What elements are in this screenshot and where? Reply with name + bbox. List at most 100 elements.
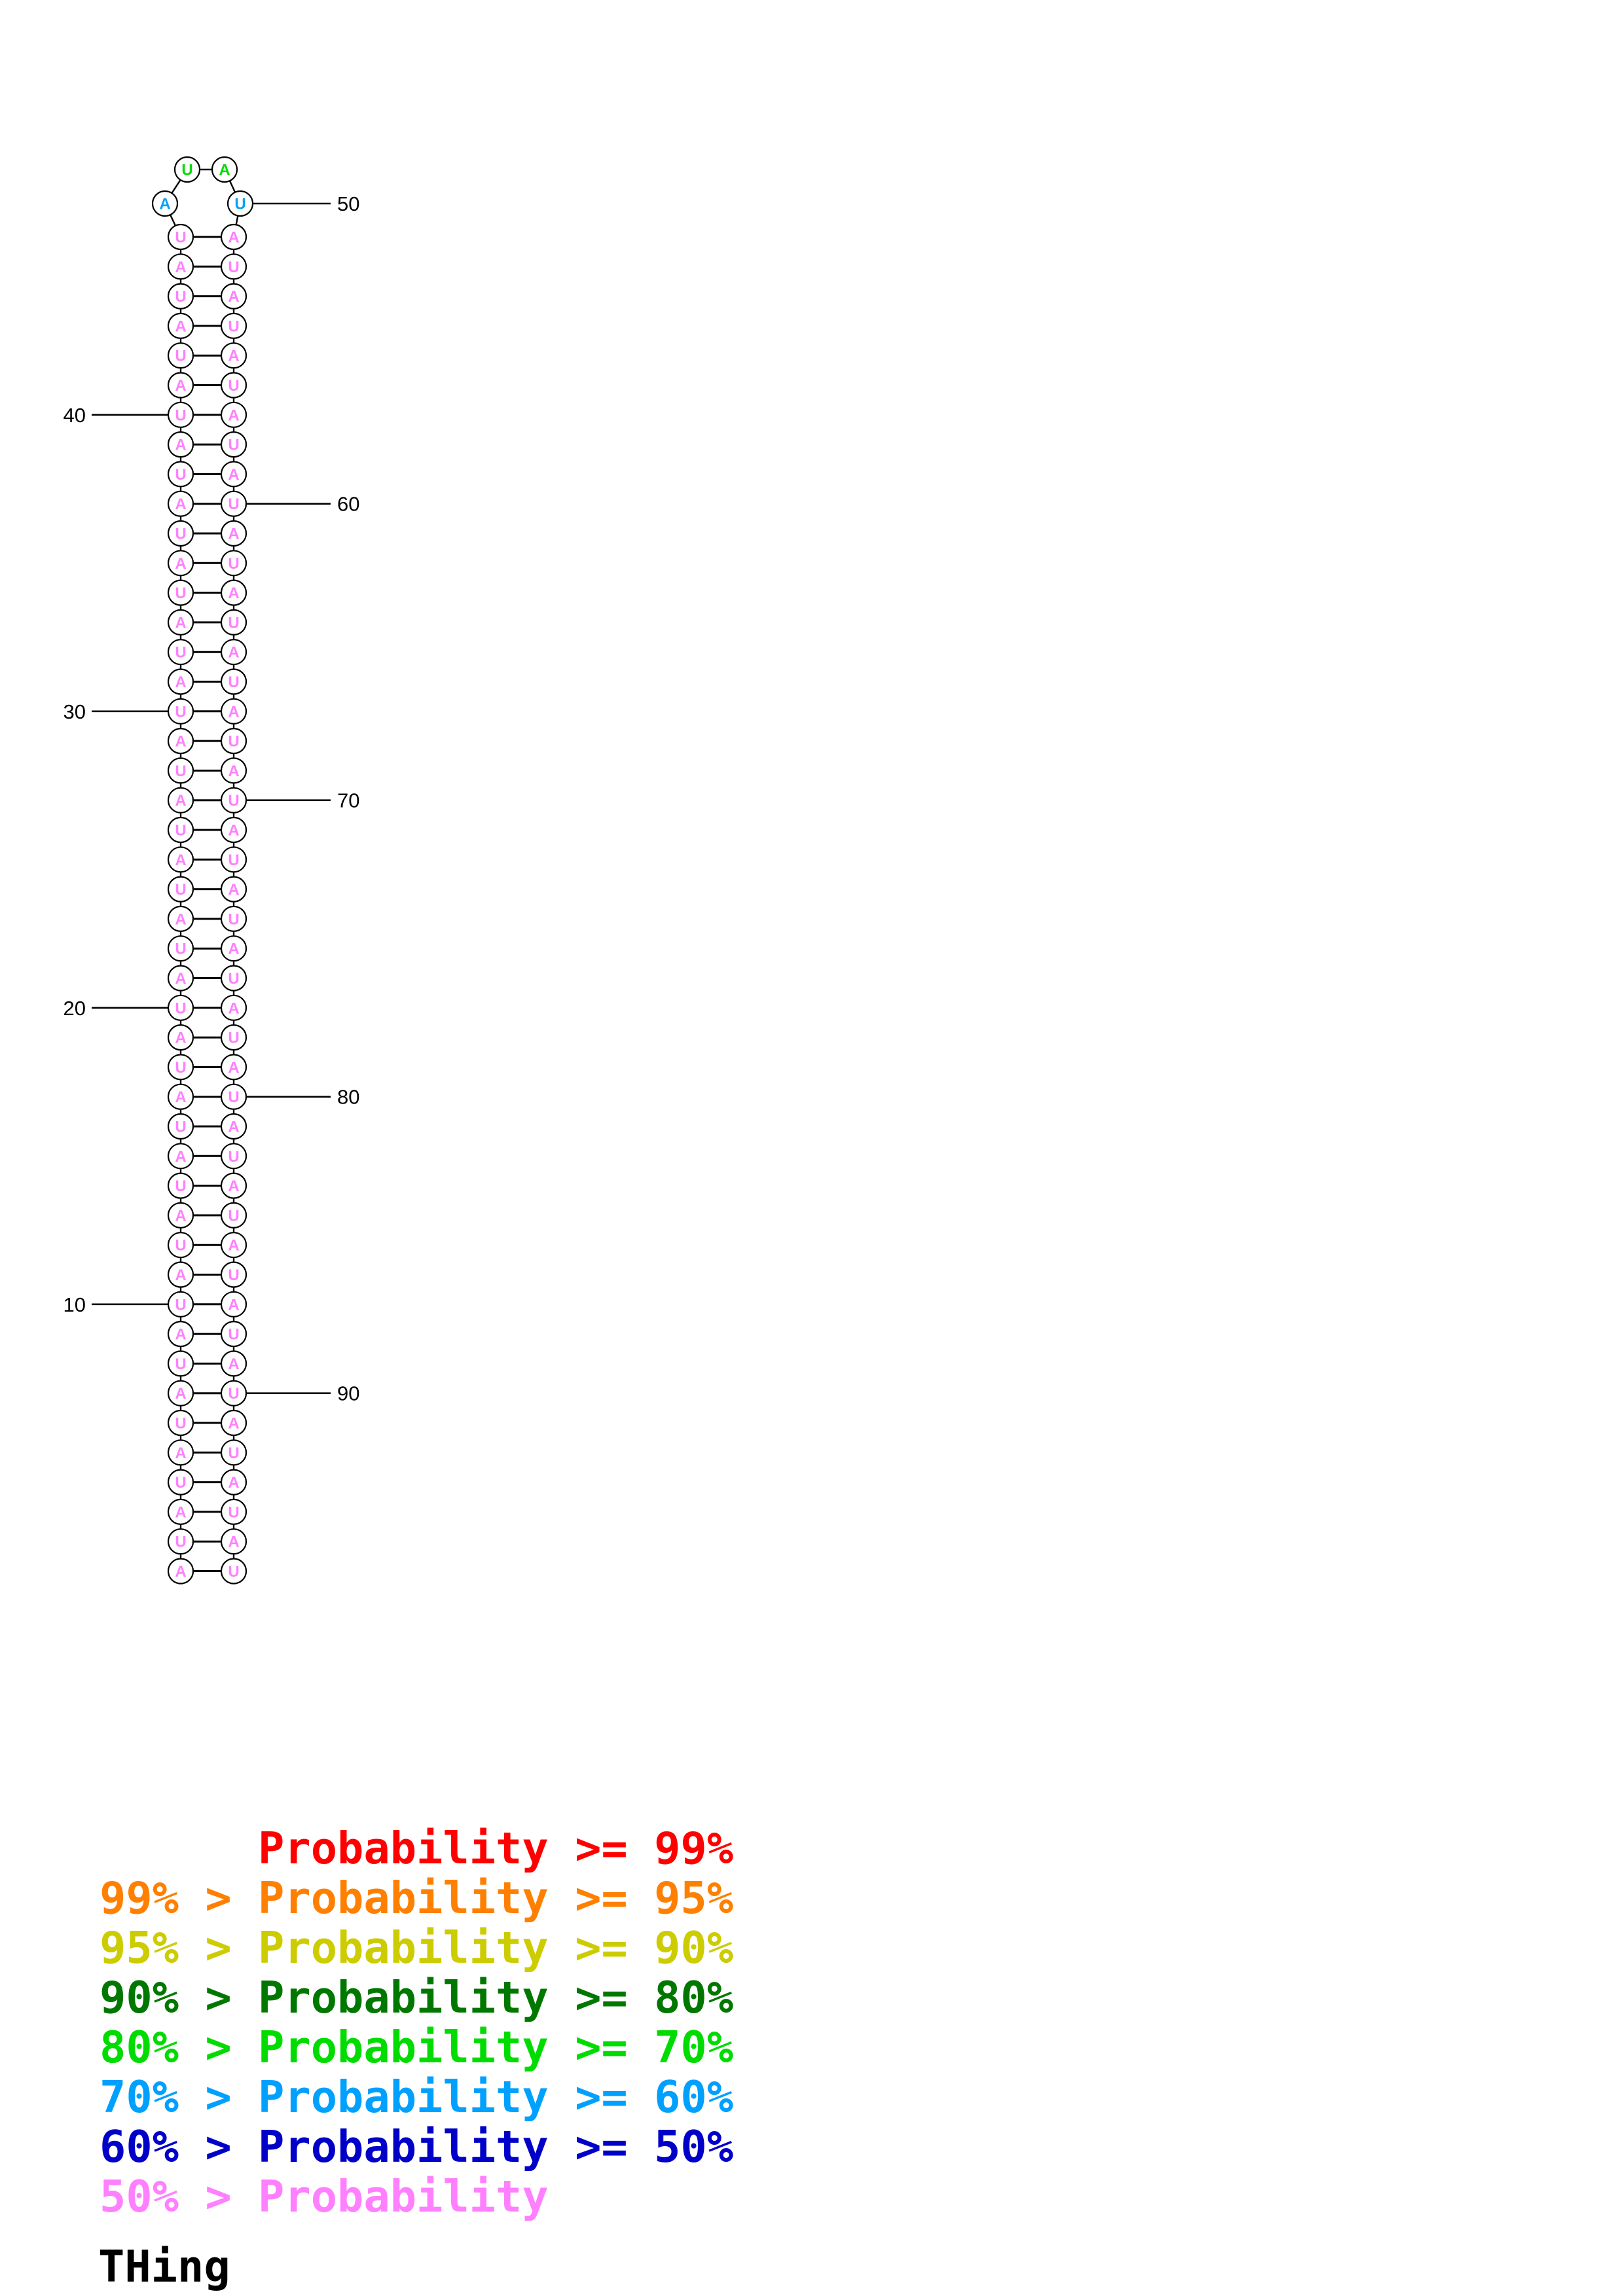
nucleotide-circle <box>167 757 194 784</box>
nucleotide-circle <box>167 520 194 547</box>
nucleotide-base: U <box>175 822 186 840</box>
nucleotide-base: U <box>228 1503 239 1521</box>
nucleotide-base: A <box>228 1415 239 1433</box>
nucleotide-circle <box>220 1439 247 1466</box>
nucleotide-circle <box>220 1232 247 1259</box>
nucleotide-circle <box>167 846 194 873</box>
nucleotide-circle <box>220 401 247 428</box>
nucleotide-circle <box>167 994 194 1021</box>
nucleotide-base: A <box>228 1355 239 1373</box>
nucleotide-circle <box>167 609 194 636</box>
nucleotide-base: U <box>228 1385 239 1403</box>
nucleotide-circle <box>220 698 247 725</box>
nucleotide-circle <box>167 1350 194 1377</box>
nucleotide-circle <box>167 1291 194 1318</box>
nucleotide-circle <box>167 935 194 962</box>
legend-line: 60% > Probability >= 50% <box>100 2121 734 2172</box>
nucleotide-base: A <box>228 1119 239 1136</box>
nucleotide-base: A <box>228 526 239 543</box>
nucleotide-base: U <box>228 733 239 751</box>
legend-line: 90% > Probability >= 80% <box>100 1972 734 2023</box>
legend-line: 80% > Probability >= 70% <box>100 2022 734 2073</box>
nucleotide-base: A <box>228 1237 239 1255</box>
nucleotide-base: A <box>175 1385 186 1403</box>
nucleotide-circle <box>220 1024 247 1051</box>
nucleotide-base: A <box>175 1148 186 1166</box>
nucleotide-base: U <box>228 1444 239 1462</box>
nucleotide-base: U <box>175 644 186 662</box>
nucleotide-base: U <box>228 1148 239 1166</box>
nucleotide-circle <box>167 372 194 399</box>
nucleotide-base: U <box>228 673 239 691</box>
nucleotide-base: A <box>228 1296 239 1314</box>
nucleotide-base: A <box>228 703 239 721</box>
nucleotide-circle <box>220 1143 247 1170</box>
nucleotide-circle <box>167 1498 194 1525</box>
nucleotide-circle <box>220 727 247 755</box>
nucleotide-base: U <box>175 288 186 306</box>
tick-label: 90 <box>337 1382 359 1405</box>
nucleotide-base: A <box>175 1563 186 1581</box>
nucleotide-circle <box>220 1202 247 1229</box>
nucleotide-circle <box>220 342 247 369</box>
nucleotide-base: A <box>175 852 186 869</box>
nucleotide-circle <box>227 190 254 217</box>
nucleotide-circle <box>167 342 194 369</box>
nucleotide-circle <box>220 609 247 636</box>
nucleotide-circle <box>220 1469 247 1496</box>
nucleotide-circle <box>167 1232 194 1259</box>
nucleotide-base: U <box>228 1563 239 1581</box>
nucleotide-circle <box>167 401 194 428</box>
nucleotide-base: A <box>175 437 186 454</box>
nucleotide-base: A <box>228 406 239 424</box>
nucleotide-circle <box>167 1261 194 1288</box>
nucleotide-circle <box>220 461 247 488</box>
nucleotide-circle <box>167 1439 194 1466</box>
nucleotide-circle <box>220 1291 247 1318</box>
nucleotide-base: U <box>228 1326 239 1344</box>
nucleotide-circle <box>167 461 194 488</box>
nucleotide-base: U <box>175 941 186 958</box>
nucleotide-base: U <box>175 762 186 780</box>
nucleotide-circle <box>167 1172 194 1199</box>
nucleotide-circle <box>167 253 194 280</box>
nucleotide-circle <box>167 312 194 339</box>
nucleotide-base: U <box>228 317 239 335</box>
nucleotide-circle <box>167 816 194 844</box>
nucleotide-base: A <box>175 259 186 276</box>
nucleotide-circle <box>167 668 194 695</box>
nucleotide-circle <box>220 1083 247 1110</box>
nucleotide-base: U <box>234 196 246 213</box>
nucleotide-base: U <box>175 1177 186 1195</box>
nucleotide-circle <box>167 490 194 517</box>
nucleotide-circle <box>220 490 247 517</box>
nucleotide-base: A <box>228 762 239 780</box>
nucleotide-circle <box>220 550 247 577</box>
nucleotide-circle <box>220 965 247 992</box>
nucleotide-base: A <box>228 348 239 365</box>
tick-label: 50 <box>337 192 359 215</box>
nucleotide-base: U <box>175 703 186 721</box>
nucleotide-base: A <box>228 644 239 662</box>
nucleotide-circle <box>220 1558 247 1585</box>
nucleotide-base: A <box>175 1326 186 1344</box>
probability-legend: Probability >= 99% 99% > Probability >= 9… <box>100 1823 733 2221</box>
nucleotide-base: U <box>175 229 186 247</box>
nucleotide-base: U <box>228 437 239 454</box>
nucleotide-circle <box>220 431 247 458</box>
tick-label: 20 <box>64 997 86 1020</box>
nucleotide-base: U <box>175 1059 186 1077</box>
nucleotide-base: A <box>175 910 186 928</box>
nucleotide-base: A <box>228 881 239 899</box>
nucleotide-circle <box>220 668 247 695</box>
nucleotide-circle <box>167 1083 194 1110</box>
nucleotide-circle <box>220 935 247 962</box>
nucleotide-base: U <box>175 1474 186 1492</box>
nucleotide-circle <box>220 639 247 666</box>
nucleotide-base: U <box>175 348 186 365</box>
nucleotide-circle <box>167 787 194 814</box>
nucleotide-base: A <box>228 822 239 840</box>
tick-label: 80 <box>337 1086 359 1109</box>
nucleotide-circle <box>167 965 194 992</box>
